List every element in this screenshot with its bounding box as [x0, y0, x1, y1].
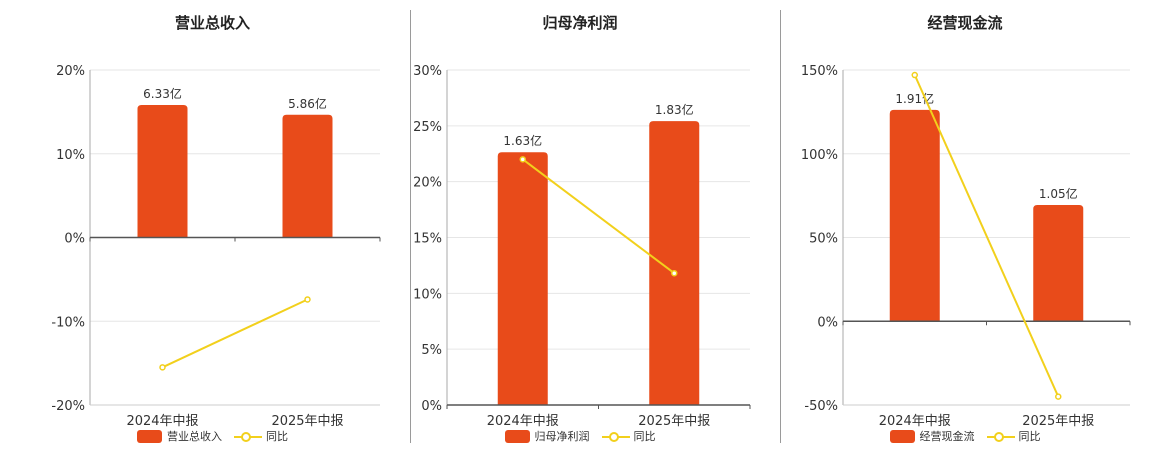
- y-tick-label: 5%: [421, 343, 442, 358]
- y-tick-label: 10%: [413, 287, 442, 302]
- y-tick-label: -10%: [51, 315, 85, 330]
- chart-panel-net-profit: 归母净利润 30% 25% 20% 15% 10% 5% 0% 1.63亿 1.83亿 2024年…: [400, 0, 760, 450]
- y-tick-label: 0%: [421, 399, 442, 414]
- legend-line-swatch: [601, 430, 630, 443]
- legend-item-bar[interactable]: 营业总收入: [137, 428, 222, 444]
- legend-bar-label: 经营现金流: [919, 430, 975, 443]
- y-tick-label: 0%: [64, 232, 85, 247]
- legend-bar-swatch: [889, 429, 915, 443]
- legend-bar-label: 营业总收入: [167, 430, 222, 443]
- legend-item-line[interactable]: 同比: [986, 428, 1041, 444]
- legend-line-label: 同比: [1018, 430, 1041, 443]
- legend-bar-swatch: [137, 429, 162, 443]
- y-tick-label: 0%: [817, 315, 838, 330]
- bar: [282, 114, 333, 238]
- chart-legend: 归母净利润 同比: [400, 428, 760, 444]
- y-tick-label: 15%: [413, 232, 442, 247]
- legend-item-line[interactable]: 同比: [234, 428, 288, 444]
- yoy-point: [911, 71, 918, 79]
- panel-divider: [410, 10, 411, 443]
- bar-value-label: 6.33亿: [143, 86, 182, 101]
- yoy-point: [671, 269, 678, 277]
- yoy-point: [304, 296, 311, 303]
- chart-legend: 营业总收入 同比: [40, 428, 385, 444]
- x-tick-label: 2025年中报: [271, 414, 343, 429]
- y-tick-label: 10%: [56, 148, 85, 163]
- legend-bar-label: 归母净利润: [534, 430, 590, 443]
- bar-value-label: 1.63亿: [503, 133, 542, 148]
- bar: [889, 109, 940, 322]
- x-tick-label: 2024年中报: [879, 414, 951, 429]
- y-tick-label: -20%: [51, 399, 85, 414]
- yoy-point: [159, 364, 166, 371]
- bar-value-label: 5.86亿: [288, 96, 327, 111]
- y-tick-label: 50%: [809, 232, 838, 247]
- x-tick-label: 2024年中报: [126, 414, 198, 429]
- x-tick-label: 2024年中报: [487, 414, 559, 429]
- y-tick-label: -50%: [804, 399, 838, 414]
- bar: [649, 121, 700, 406]
- yoy-point: [519, 156, 526, 163]
- x-tick-label: 2025年中报: [638, 414, 710, 429]
- bar-value-label: 1.83亿: [655, 102, 694, 117]
- bar: [137, 104, 188, 238]
- legend-item-bar[interactable]: 归母净利润: [504, 428, 590, 444]
- legend-line-swatch: [986, 430, 1015, 443]
- chart-title: 营业总收入: [174, 14, 250, 32]
- chart-revenue: 20% 10% 0% -10% -20% 6.33亿 5.86亿 2024年中报 2025年中报: [51, 64, 381, 429]
- yoy-line: [522, 158, 675, 275]
- x-tick-label: 2025年中报: [1022, 414, 1094, 429]
- y-tick-label: 30%: [413, 64, 442, 79]
- bar: [1033, 205, 1084, 322]
- yoy-line: [913, 74, 1060, 398]
- chart-legend: 经营现金流 同比: [780, 428, 1150, 444]
- chart-title: 经营现金流: [927, 14, 1003, 32]
- chart-title: 归母净利润: [542, 14, 618, 32]
- bar: [497, 152, 548, 405]
- legend-item-bar[interactable]: 经营现金流: [889, 428, 975, 444]
- bar-value-label: 1.05亿: [1039, 186, 1078, 201]
- yoy-line: [162, 298, 308, 369]
- y-tick-label: 20%: [56, 64, 85, 79]
- legend-line-label: 同比: [633, 430, 656, 443]
- legend-bar-swatch: [504, 429, 530, 443]
- y-tick-label: 20%: [413, 176, 442, 191]
- legend-line-label: 同比: [266, 430, 288, 443]
- chart-net-profit: 30% 25% 20% 15% 10% 5% 0% 1.63亿 1.83亿 2024年中报 2025…: [413, 64, 751, 429]
- panel-divider: [780, 10, 781, 443]
- chart-panel-revenue: 营业总收入 20% 10% 0% -10% -20% 6.33亿 5.86亿 2024年中报 2…: [40, 0, 385, 450]
- y-tick-label: 25%: [413, 120, 442, 135]
- yoy-point: [1055, 393, 1062, 400]
- y-tick-label: 150%: [801, 64, 838, 79]
- legend-line-swatch: [234, 430, 262, 443]
- chart-panel-cash-flow: 经营现金流 150% 100% 50% 0% -50% 1.91亿 1.05亿 2024年中报…: [780, 0, 1150, 450]
- legend-item-line[interactable]: 同比: [601, 428, 656, 444]
- y-tick-label: 100%: [801, 148, 838, 163]
